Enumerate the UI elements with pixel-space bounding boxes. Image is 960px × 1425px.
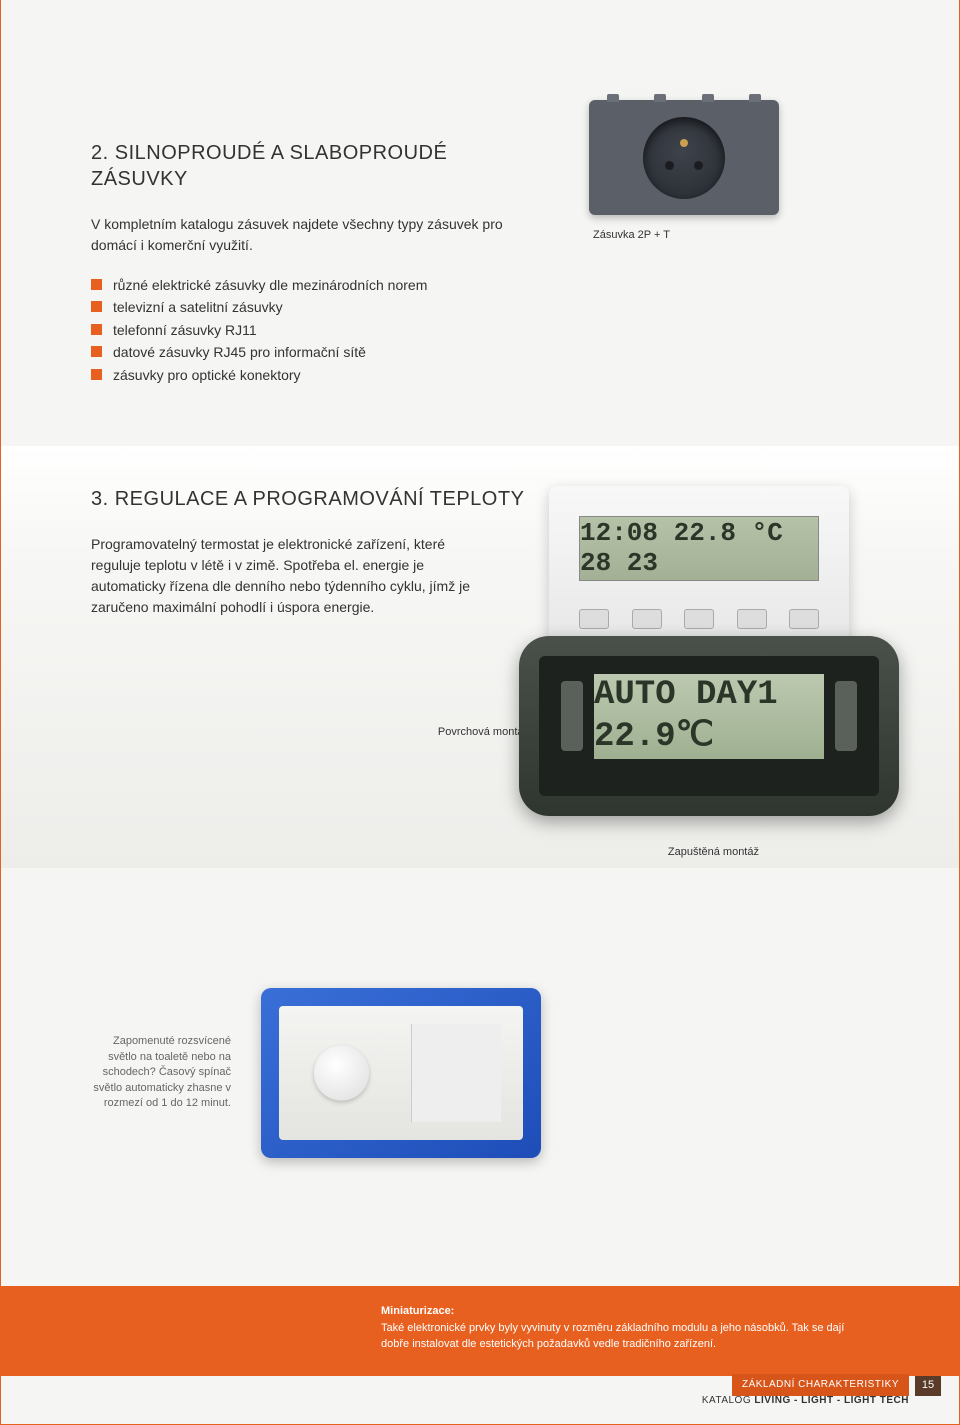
thermostat-side-button bbox=[561, 681, 583, 751]
bullet-item: televizní a satelitní zásuvky bbox=[91, 296, 529, 318]
timer-note: Zapomenuté rozsvícené světlo na toaletě … bbox=[91, 1034, 231, 1111]
socket-clips bbox=[589, 94, 779, 102]
thermostat-button bbox=[789, 609, 819, 629]
timer-dial-icon bbox=[314, 1045, 369, 1100]
socket-hole-icon bbox=[694, 161, 703, 170]
section-2-figure: Zásuvka 2P + T bbox=[589, 140, 869, 386]
thermostat-flush-inner: AUTO DAY1 22.9℃ bbox=[539, 656, 879, 796]
timer-switch-image bbox=[261, 988, 541, 1158]
socket-pin-icon bbox=[680, 139, 688, 147]
timer-section: Zapomenuté rozsvícené světlo na toaletě … bbox=[1, 988, 959, 1158]
footer-mini-text: Také elektronické prvky byly vyvinuty v … bbox=[381, 1321, 869, 1352]
bullet-item: telefonní zásuvky RJ11 bbox=[91, 319, 529, 341]
section-2-title: 2. SILNOPROUDÉ A SLABOPROUDÉ ZÁSUVKY bbox=[91, 140, 529, 192]
socket-image bbox=[589, 100, 779, 215]
thermostat-flush: AUTO DAY1 22.9℃ bbox=[519, 636, 899, 816]
section-3: 3. REGULACE A PROGRAMOVÁNÍ TEPLOTY Progr… bbox=[1, 446, 959, 868]
footer-tab: ZÁKLADNÍ CHARAKTERISTIKY bbox=[732, 1374, 909, 1396]
label-flush-mount: Zapuštěná montáž bbox=[668, 846, 759, 858]
socket-hole-icon bbox=[665, 161, 674, 170]
thermostat-button bbox=[737, 609, 767, 629]
footer-bar: Miniaturizace: Také elektronické prvky b… bbox=[1, 1286, 959, 1376]
thermostat-surface-lcd: 12:08 22.8 °C 28 23 bbox=[579, 516, 819, 581]
thermostat-button bbox=[632, 609, 662, 629]
section-2: 2. SILNOPROUDÉ A SLABOPROUDÉ ZÁSUVKY V k… bbox=[91, 140, 869, 386]
bullet-item: různé elektrické zásuvky dle mezinárodní… bbox=[91, 274, 529, 296]
catalog-prefix: KATALOG bbox=[702, 1395, 755, 1406]
catalog-line: KATALOG LIVING - LIGHT - LIGHT TECH bbox=[702, 1395, 909, 1406]
socket-caption: Zásuvka 2P + T bbox=[593, 229, 869, 241]
bullet-item: zásuvky pro optické konektory bbox=[91, 364, 529, 386]
page-number: 15 bbox=[915, 1376, 941, 1396]
thermostat-button bbox=[684, 609, 714, 629]
section-3-paragraph: Programovatelný termostat je elektronick… bbox=[91, 534, 491, 618]
thermostat-surface: 12:08 22.8 °C 28 23 bbox=[549, 486, 849, 641]
thermostat-side-button bbox=[835, 681, 857, 751]
section-2-bullets: různé elektrické zásuvky dle mezinárodní… bbox=[91, 274, 529, 386]
section-2-intro: V kompletním katalogu zásuvek najdete vš… bbox=[91, 214, 529, 256]
thermostat-flush-lcd: AUTO DAY1 22.9℃ bbox=[594, 674, 824, 759]
timer-switch-plate bbox=[279, 1006, 523, 1140]
thermostat-button bbox=[579, 609, 609, 629]
catalog-bold: LIVING - LIGHT - LIGHT TECH bbox=[754, 1395, 909, 1406]
label-surface-mount: Povrchová montáž bbox=[438, 726, 529, 738]
bullet-item: datové zásuvky RJ45 pro informační sítě bbox=[91, 341, 529, 363]
socket-face bbox=[643, 117, 725, 199]
footer-mini-title: Miniaturizace: bbox=[381, 1304, 869, 1319]
section-2-text: 2. SILNOPROUDÉ A SLABOPROUDÉ ZÁSUVKY V k… bbox=[91, 140, 529, 386]
thermostat-surface-buttons bbox=[579, 609, 819, 629]
timer-rocker bbox=[411, 1024, 501, 1122]
catalog-page: 2. SILNOPROUDÉ A SLABOPROUDÉ ZÁSUVKY V k… bbox=[0, 0, 960, 1425]
content-area: 2. SILNOPROUDÉ A SLABOPROUDÉ ZÁSUVKY V k… bbox=[1, 0, 959, 868]
